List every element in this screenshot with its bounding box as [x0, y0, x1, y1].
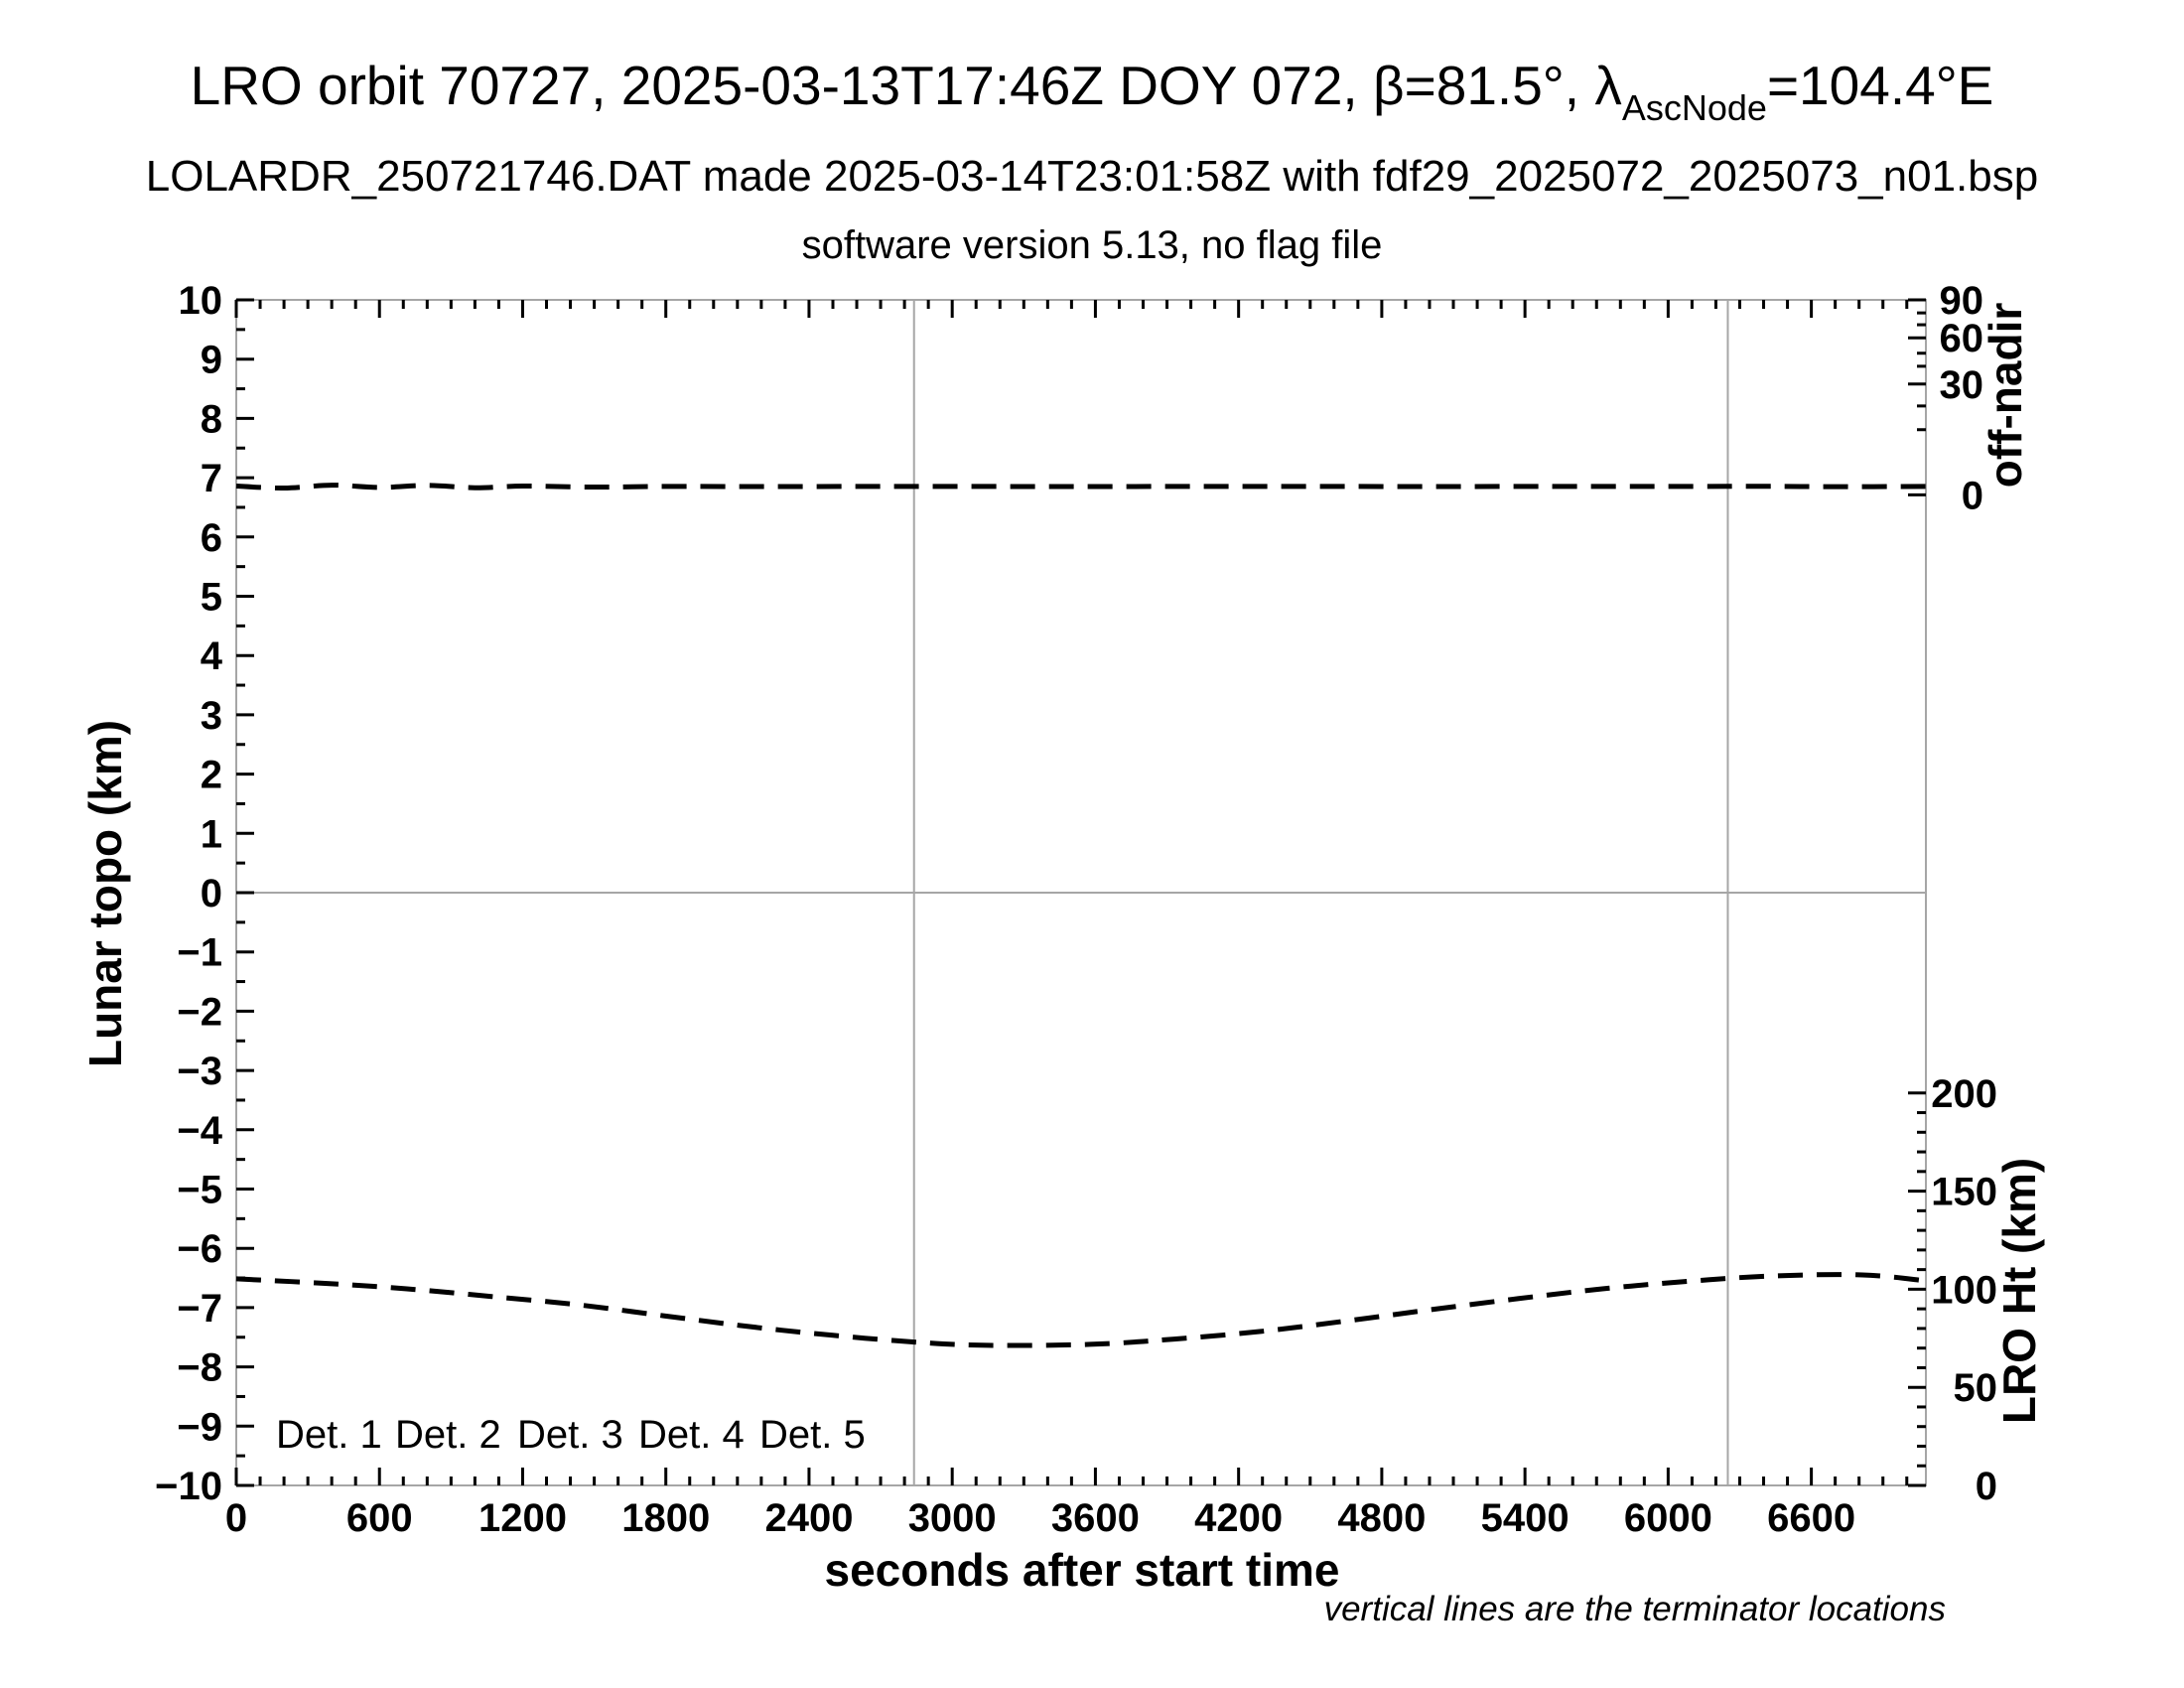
- axis-ticks-group: 0 600 1200 1800 2400 3000 3600 4200 4800 5400 6000…: [155, 279, 1997, 1540]
- y-left-tick-label: 5: [201, 576, 222, 620]
- offnadir-tick-label: 60: [1940, 317, 1984, 360]
- y-left-tick-label: 6: [201, 516, 222, 560]
- y-left-tick-label: 4: [201, 634, 223, 678]
- x-tick-label: 6600: [1767, 1496, 1855, 1540]
- y-left-tick-label: 9: [201, 339, 222, 382]
- height-tick-label: 150: [1931, 1171, 1997, 1214]
- y-left-tick-label: −2: [177, 990, 222, 1034]
- title-subscript: AscNode: [1622, 87, 1767, 128]
- x-tick-label: 3600: [1051, 1496, 1140, 1540]
- legend-item-det2: Det. 2: [395, 1413, 501, 1457]
- title-tail: =104.4°E: [1767, 55, 1993, 116]
- y-left-tick-label: −6: [177, 1227, 222, 1271]
- x-tick-label: 2400: [764, 1496, 853, 1540]
- height-tick-label: 50: [1954, 1366, 1998, 1410]
- y-left-tick-label: 3: [201, 694, 222, 738]
- y-left-tick-label: 8: [201, 397, 222, 441]
- plot-frame-group: [235, 299, 1927, 1486]
- y-left-tick-label: −4: [177, 1109, 222, 1153]
- offnadir-tick-label: 30: [1940, 363, 1984, 407]
- offnadir-axis-label: off-nadir: [1979, 303, 2031, 489]
- height-tick-label: 0: [1976, 1465, 1997, 1508]
- legend-item-det3: Det. 3: [517, 1413, 623, 1457]
- y-left-tick-label: 2: [201, 754, 222, 797]
- y-left-axis-label: Lunar topo (km): [79, 720, 131, 1067]
- y-left-tick-label: −7: [177, 1287, 222, 1331]
- x-tick-label: 6000: [1624, 1496, 1712, 1540]
- legend-item-det4: Det. 4: [638, 1413, 745, 1457]
- y-left-tick-label: −5: [177, 1169, 222, 1212]
- lro-height-curve: [235, 1272, 1927, 1348]
- terminator-footnote: vertical lines are the terminator locati…: [1324, 1590, 1946, 1628]
- x-tick-label: 4200: [1194, 1496, 1283, 1540]
- x-axis-label: seconds after start time: [825, 1544, 1340, 1596]
- x-tick-label: 5400: [1481, 1496, 1570, 1540]
- data-series-group: [235, 483, 1927, 1348]
- y-left-tick-label: −8: [177, 1346, 222, 1390]
- x-tick-label: 3000: [908, 1496, 997, 1540]
- off-nadir-curve: [235, 483, 1927, 492]
- lro-height-axis-label: LRO Ht (km): [1993, 1158, 2045, 1424]
- subtitle-filename: LOLARDR_250721746.DAT made 2025-03-14T23…: [146, 152, 2038, 201]
- x-tick-label: 0: [225, 1496, 247, 1540]
- offnadir-tick-label: 90: [1940, 279, 1984, 323]
- y-left-tick-label: −1: [177, 931, 222, 975]
- legend-item-det5: Det. 5: [759, 1413, 866, 1457]
- y-left-tick-label: −9: [177, 1405, 222, 1449]
- offnadir-tick-label: 0: [1962, 474, 1983, 517]
- y-left-tick-label: 1: [201, 812, 222, 856]
- detector-legend: Det. 1 Det. 2 Det. 3 Det. 4 Det. 5: [276, 1413, 866, 1457]
- page-title: LRO orbit 70727, 2025-03-13T17:46Z DOY 0…: [191, 55, 1994, 128]
- y-left-tick-label: −10: [155, 1465, 222, 1508]
- x-tick-label: 600: [346, 1496, 413, 1540]
- software-version-line: software version 5.13, no flag file: [802, 223, 1383, 267]
- title-main: LRO orbit 70727, 2025-03-13T17:46Z DOY 0…: [191, 55, 1623, 116]
- height-tick-label: 100: [1931, 1268, 1997, 1312]
- height-tick-label: 200: [1931, 1072, 1997, 1116]
- x-tick-label: 4800: [1337, 1496, 1426, 1540]
- y-left-tick-label: −3: [177, 1050, 222, 1093]
- y-left-tick-label: 0: [201, 872, 222, 915]
- x-tick-label: 1800: [621, 1496, 710, 1540]
- y-left-tick-label: 10: [179, 279, 223, 323]
- legend-item-det1: Det. 1: [276, 1413, 382, 1457]
- y-left-tick-label: 7: [201, 457, 222, 500]
- x-tick-label: 1200: [478, 1496, 567, 1540]
